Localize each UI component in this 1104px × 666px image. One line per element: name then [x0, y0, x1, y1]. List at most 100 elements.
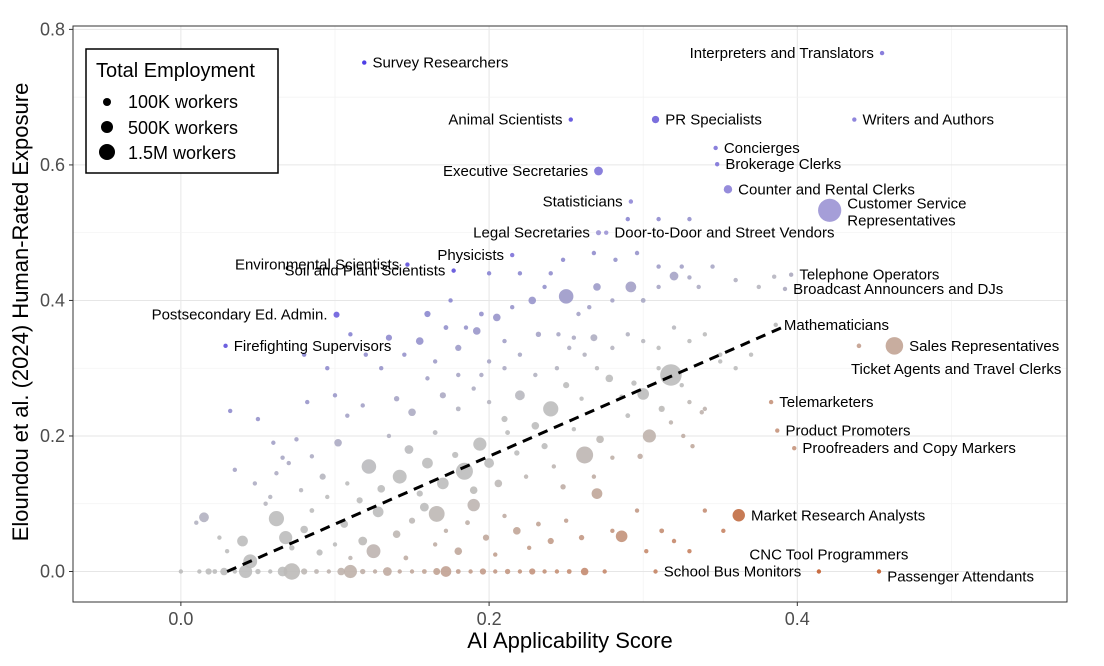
- data-point: [325, 494, 330, 500]
- data-point: [702, 332, 708, 337]
- data-point: [361, 459, 377, 474]
- data-point: [471, 386, 476, 391]
- point-label-6: Brokerage Clerks: [725, 156, 841, 173]
- x-axis-ticks: 0.0 0.2 0.4: [168, 602, 810, 629]
- data-point: [385, 334, 393, 341]
- data-point: [268, 569, 273, 574]
- data-point: [382, 567, 392, 576]
- data-point: [567, 345, 572, 351]
- labeled-point-25: [792, 445, 797, 451]
- point-label-15: Soil and Plant Scientists: [285, 263, 446, 280]
- legend-label-500k: 500K workers: [128, 118, 238, 138]
- data-point: [493, 552, 498, 557]
- data-point: [502, 513, 507, 519]
- data-point: [656, 216, 661, 222]
- legend-marker-100k: [103, 98, 111, 106]
- data-point: [301, 352, 307, 357]
- data-point: [613, 257, 618, 262]
- point-label-line: Customer Service: [847, 195, 966, 212]
- data-point: [610, 298, 615, 303]
- data-point: [531, 422, 540, 430]
- data-point: [232, 467, 238, 473]
- data-point: [309, 454, 315, 459]
- y-tick-label-3: 0.6: [40, 155, 65, 175]
- data-point: [454, 547, 463, 555]
- data-point: [687, 275, 692, 280]
- data-point: [679, 264, 684, 269]
- data-point: [348, 555, 353, 561]
- data-point: [301, 568, 308, 575]
- data-point: [274, 471, 279, 476]
- data-point: [337, 567, 345, 576]
- data-point: [501, 415, 508, 423]
- point-label-10: Customer Service Representatives: [847, 195, 966, 229]
- data-point: [433, 568, 441, 575]
- data-point: [548, 271, 553, 276]
- data-point: [334, 438, 342, 447]
- data-point: [443, 528, 449, 534]
- data-point: [319, 473, 326, 480]
- y-tick-label-0: 0.0: [40, 562, 65, 582]
- data-point: [377, 485, 386, 493]
- data-point: [397, 569, 402, 574]
- data-point: [456, 372, 461, 378]
- data-point: [528, 296, 537, 305]
- data-point: [502, 366, 507, 371]
- legend-marker-1.5m: [99, 144, 115, 160]
- data-point: [502, 338, 507, 344]
- data-point: [332, 542, 338, 547]
- legend-title: Total Employment: [96, 60, 255, 82]
- labeled-point-2: [568, 117, 573, 122]
- data-point: [696, 284, 701, 290]
- data-point: [479, 372, 484, 378]
- data-point: [671, 538, 677, 544]
- data-point: [419, 502, 429, 512]
- data-point: [687, 338, 692, 344]
- data-point: [356, 497, 363, 504]
- data-point: [486, 359, 492, 364]
- point-label-16: Telephone Operators: [799, 267, 939, 284]
- data-point: [610, 528, 615, 534]
- labeled-point-15: [451, 268, 456, 273]
- data-point: [733, 366, 738, 371]
- data-point: [554, 366, 560, 371]
- y-tick-label-2: 0.4: [40, 290, 65, 310]
- data-point: [416, 490, 423, 497]
- data-point: [593, 283, 601, 291]
- data-point: [625, 332, 630, 337]
- x-tick-label-2: 0.4: [785, 609, 810, 629]
- y-tick-label-4: 0.8: [40, 19, 65, 39]
- data-point: [526, 545, 532, 550]
- labeled-point-23: [768, 399, 774, 405]
- data-point: [515, 390, 525, 401]
- labeled-point-7: [594, 166, 603, 176]
- data-point: [472, 327, 481, 335]
- data-point: [298, 487, 304, 493]
- data-point: [232, 569, 238, 574]
- data-point: [656, 284, 661, 290]
- data-point: [325, 366, 330, 371]
- data-point: [268, 494, 273, 500]
- data-point: [300, 525, 308, 534]
- data-point: [415, 337, 424, 345]
- data-point: [591, 250, 597, 256]
- data-point: [668, 420, 674, 425]
- data-point: [523, 474, 529, 479]
- data-point: [566, 569, 572, 574]
- data-point: [432, 542, 438, 547]
- labeled-point-18: [333, 311, 340, 318]
- data-point: [590, 334, 598, 342]
- point-label-0: Survey Researchers: [372, 55, 508, 72]
- data-point: [422, 457, 433, 469]
- labeled-point-26: [732, 509, 745, 522]
- data-point: [510, 305, 515, 310]
- data-point: [326, 569, 332, 574]
- data-point: [409, 569, 415, 574]
- point-label-26: Market Research Analysts: [751, 507, 925, 524]
- x-axis-title: AI Applicability Score: [467, 628, 672, 653]
- data-point: [513, 527, 521, 535]
- data-point: [486, 271, 492, 276]
- data-point: [551, 464, 557, 469]
- point-label-3: PR Specialists: [665, 112, 762, 129]
- data-point: [309, 508, 315, 513]
